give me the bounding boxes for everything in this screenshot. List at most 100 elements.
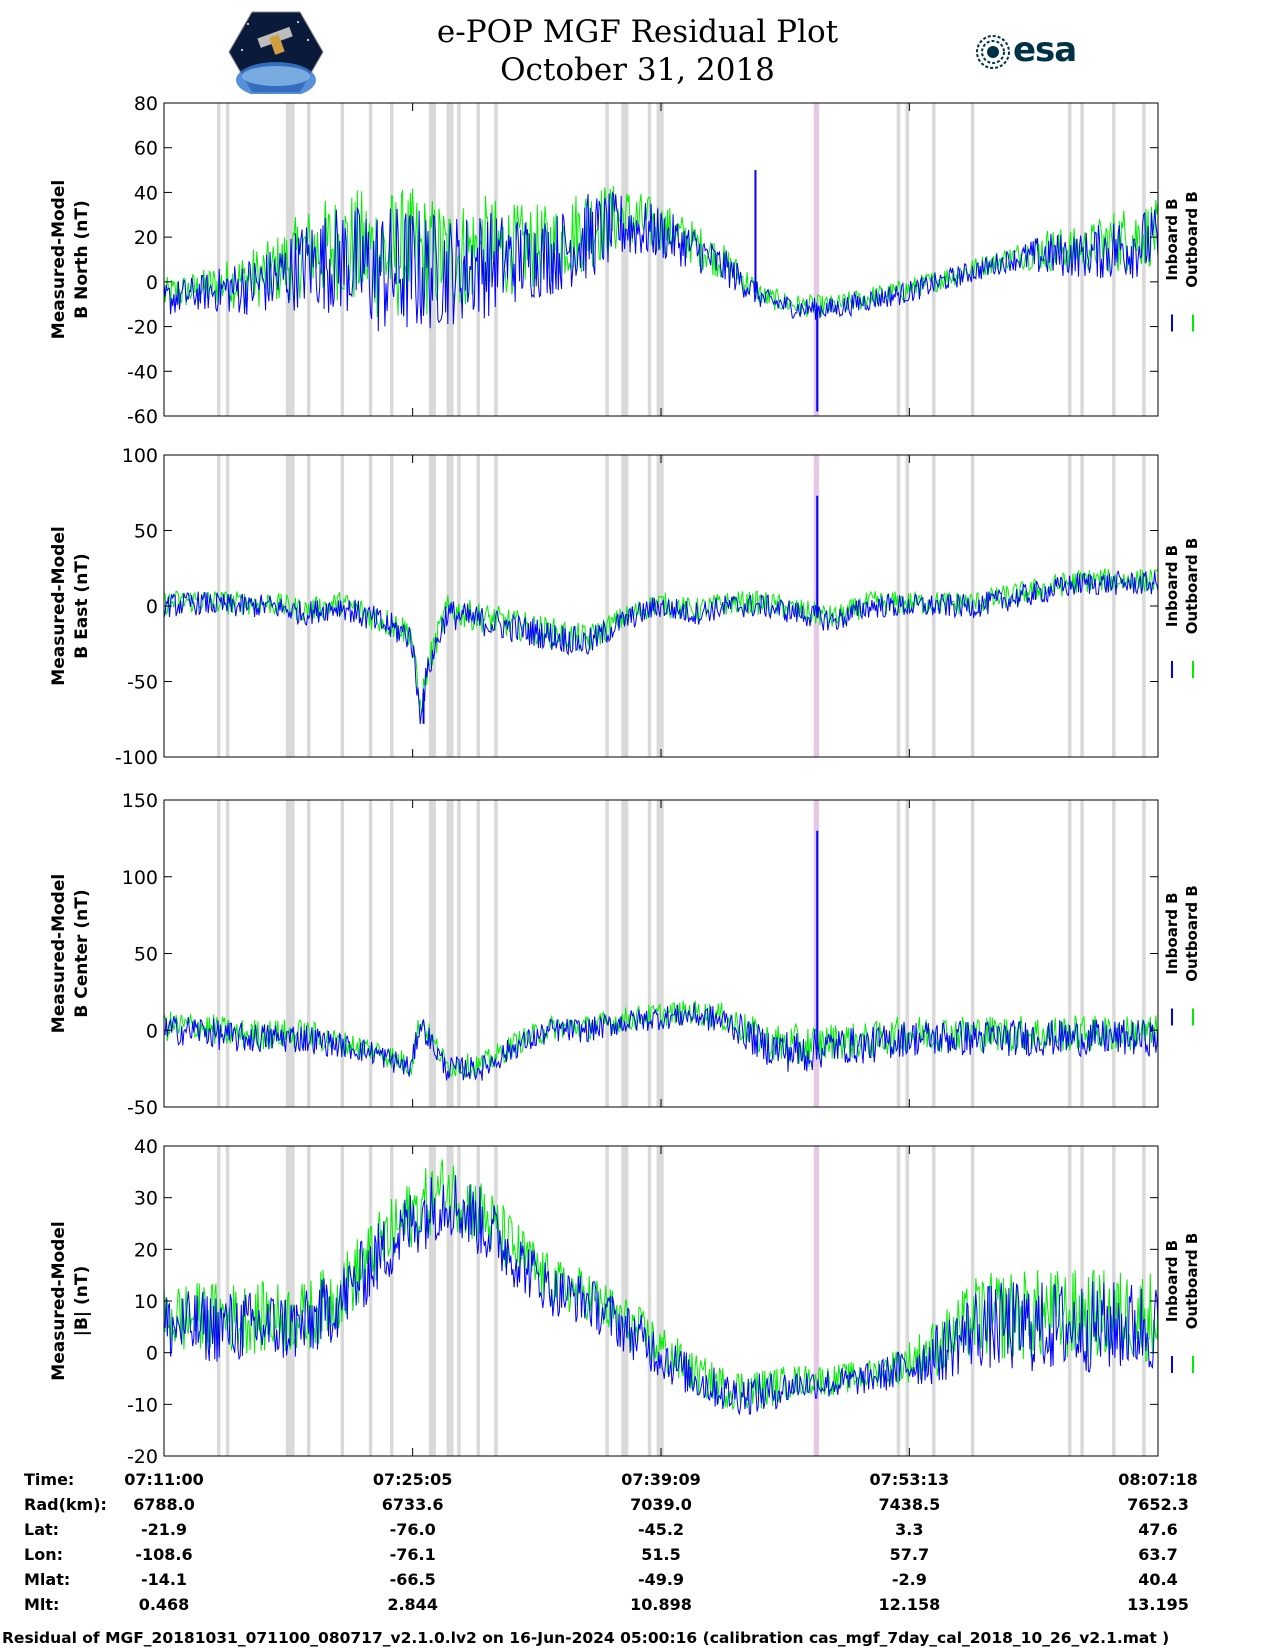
y-tick-label: 40 [134,1136,158,1158]
data-gap-bar [1080,103,1084,416]
y-tick-label: -40 [127,361,158,383]
y-tick-label: 0 [146,272,158,294]
data-gap-bar [428,455,436,757]
panel-3: -50 0 50 100 150 Measured-Model B Center (nT) I… [49,790,1201,1119]
y-tick-label: -10 [127,1394,158,1416]
data-gap-bar [340,103,345,416]
legend-inboard-label: Inboard B [1163,545,1181,627]
data-gap-bar [970,800,975,1107]
data-gap-bar [285,455,295,757]
ephemeris-cell: 6788.0 [133,1495,195,1514]
data-gap-bar [656,455,664,757]
y-tick-label: 50 [134,521,158,543]
ephemeris-row-label: Mlt: [24,1595,60,1614]
data-gap-bar [896,103,901,416]
data-gap-bar [656,103,664,416]
data-gap-bar [656,800,664,1107]
y-tick-label: -50 [127,1097,158,1119]
data-gap-bar [368,455,373,757]
legend-outboard-label: Outboard B [1183,885,1201,982]
data-gap-bar [494,1146,498,1456]
inboard-trace [163,570,1159,725]
highlight-bar [813,1146,820,1456]
data-gap-bar [1067,455,1072,757]
outboard-trace [163,1000,1159,1080]
panel-4: -20 -10 0 10 20 30 40 Measured-Model |B| (nT) Inb… [49,1136,1201,1468]
data-gap-bar [368,800,373,1107]
data-gap-bar [368,1146,373,1456]
y-tick-label: -100 [115,747,158,769]
data-gap-bar [970,1146,975,1456]
inboard-trace [163,190,1159,332]
ephemeris-cell: 07:53:13 [869,1470,950,1489]
y-axis-label-line1: Measured-Model [49,874,69,1033]
data-gap-bar [647,1146,652,1456]
ephemeris-cell: 07:39:09 [621,1470,701,1489]
panel-1: -60 -40 -20 0 20 40 60 80 Measured-Model B North … [49,93,1201,428]
chart-title: e-POP MGF Residual Plot [436,14,839,50]
outboard-trace [163,568,1159,714]
ephemeris-cell: -76.1 [389,1545,436,1564]
ephemeris-row-label: Lon: [24,1545,63,1564]
ephemeris-cell: 0.468 [138,1595,190,1614]
ephemeris-cell: -49.9 [637,1570,685,1589]
ephemeris-cell: 13.195 [1127,1595,1189,1614]
data-gap-bar [225,800,230,1107]
legend-outboard-label: Outboard B [1183,538,1201,635]
data-gap-bar [428,1146,436,1456]
ephemeris-cell: 6733.6 [381,1495,444,1514]
legend-outboard-label: Outboard B [1183,191,1201,288]
data-gap-bar [216,1146,221,1456]
data-gap-bar [216,455,221,757]
ephemeris-cell: 63.7 [1138,1545,1178,1564]
y-axis-label: Measured-Model B North (nT) [49,180,92,339]
legend-inboard-label: Inboard B [1163,1240,1181,1322]
y-tick-label: -50 [127,672,158,694]
y-tick-label: 80 [134,93,158,115]
ephemeris-cell: 7039.0 [630,1495,692,1514]
y-axis-label-line2: B North (nT) [72,200,92,319]
ephemeris-cell: 40.4 [1138,1570,1178,1589]
ephemeris-cell: -14.1 [140,1570,188,1589]
ephemeris-cell: 3.3 [895,1520,924,1539]
y-tick-label: 50 [134,944,158,966]
y-tick-label: 40 [134,182,158,204]
esa-logo-icon: esa [975,30,1095,74]
ephemeris-cell: 07:11:00 [124,1470,204,1489]
y-axis-label: Measured-Model B Center (nT) [49,874,92,1033]
data-gap-bar [340,800,345,1107]
data-gap-bar [457,1146,461,1456]
y-tick-label: 10 [134,1291,158,1313]
data-gap-bar [932,455,936,757]
data-gap-bar [621,800,629,1107]
inboard-trace [163,1175,1159,1416]
data-gap-bar [1142,800,1146,1107]
data-gap-bar [932,103,936,416]
data-gap-bar [389,455,394,757]
ephemeris-cell: -66.5 [389,1570,436,1589]
esa-logo-text: esa [1013,30,1077,70]
y-axis-label-line2: |B| (nT) [72,1266,92,1337]
data-gap-bar [368,103,373,416]
data-gap-bar [647,103,652,416]
ephemeris-row-label: Lat: [24,1520,60,1539]
data-gap-bar [446,1146,454,1456]
data-gap-bar [905,800,910,1107]
ephemeris-cell: 12.158 [878,1595,941,1614]
y-tick-label: -60 [127,406,158,428]
y-tick-label: 100 [122,445,158,467]
data-gap-bar [225,1146,230,1456]
y-tick-label: 60 [134,138,158,160]
y-tick-label: 30 [134,1188,158,1210]
ephemeris-cell: 7438.5 [878,1495,941,1514]
data-gap-bar [216,800,221,1107]
data-gap-bar [307,800,311,1107]
data-gap-bar [285,800,295,1107]
ephemeris-cell: -2.9 [891,1570,927,1589]
panel-2: -100 -50 0 50 100 Measured-Model B East (nT) In… [49,445,1201,769]
data-gap-bar [1067,1146,1072,1456]
ephemeris-cell: 57.7 [889,1545,930,1564]
cassiope-satellite-logo-icon [228,10,324,98]
y-tick-label: 100 [122,867,158,889]
y-tick-label: 0 [146,1343,158,1365]
